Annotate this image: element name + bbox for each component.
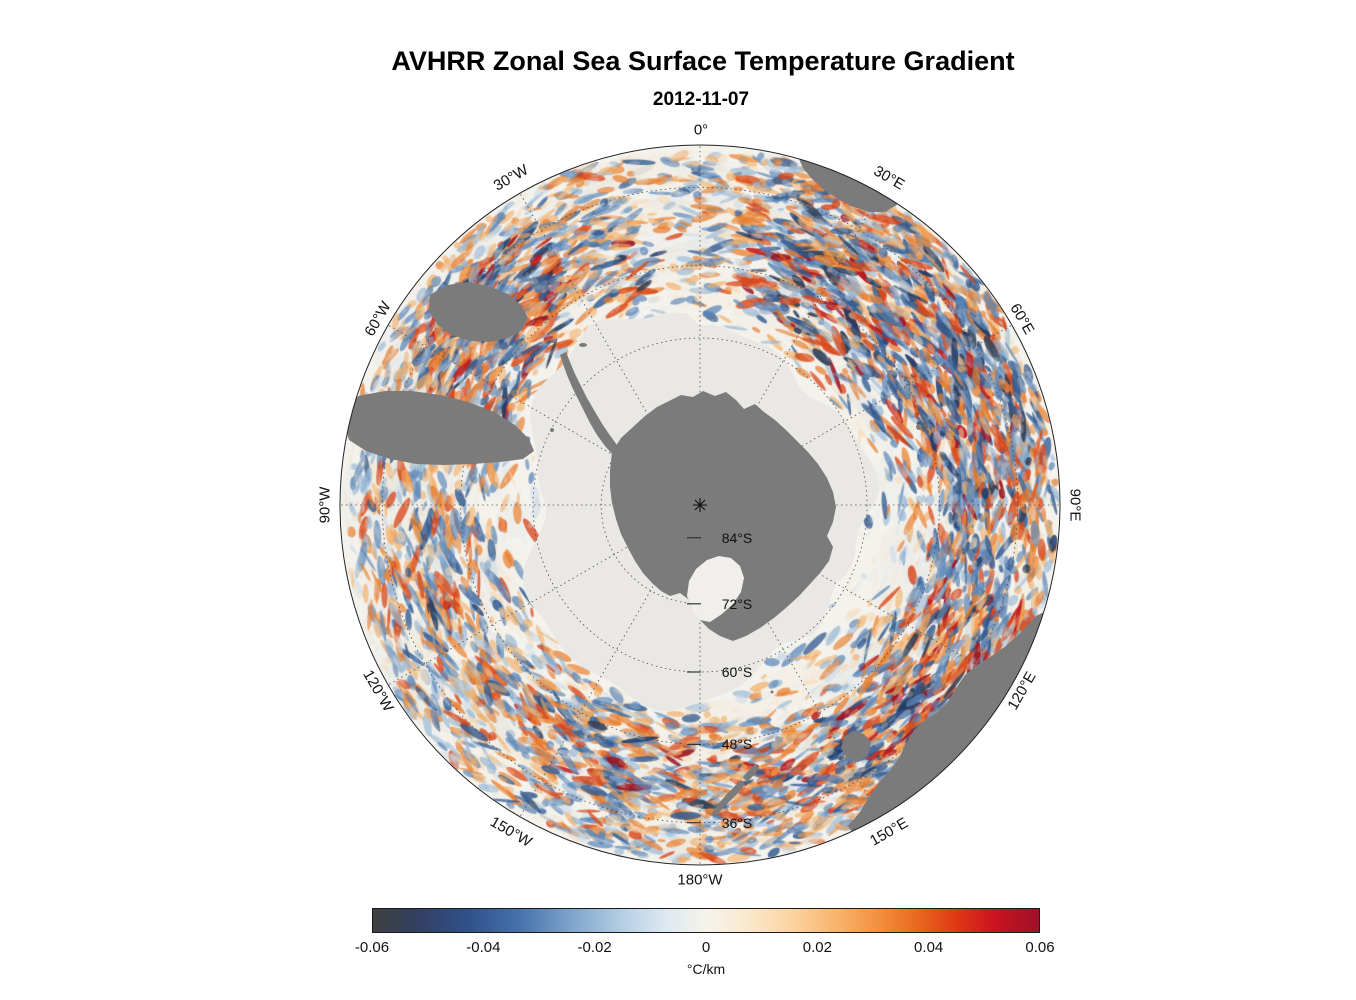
lat-label-36s: 36°S (721, 815, 753, 831)
lon-label-180w: 180°W (677, 871, 723, 889)
south-america-patagonia (429, 282, 528, 342)
australia (848, 610, 1048, 836)
lat-label-72s: 72°S (721, 596, 753, 612)
kerguelen-island (916, 424, 922, 430)
lon-label-90e: 90°E (1066, 488, 1084, 522)
colorbar-tick: -0.06 (354, 939, 390, 956)
colorbar-tick: -0.02 (577, 939, 612, 956)
lon-label-90w: 90°W (316, 486, 334, 524)
colorbar (372, 908, 1040, 933)
island-dot (550, 428, 554, 432)
colorbar-tick: 0 (701, 939, 711, 956)
antarctica (610, 391, 836, 641)
colorbar-tick: 0.06 (1025, 939, 1055, 956)
south-america-tierra-del-fuego (344, 391, 534, 465)
colorbar-tick: 0.04 (914, 939, 944, 956)
map-boundary-circle (339, 144, 1061, 866)
tasmania (841, 731, 871, 762)
ross-ice-shelf (687, 556, 744, 622)
new-zealand-south-island (712, 780, 745, 816)
lon-label-0: 0° (693, 121, 709, 139)
land-masses (344, 150, 1048, 836)
antarctic-peninsula (560, 352, 622, 456)
colorbar-tick-labels: -0.06 -0.04 -0.02 0 0.02 0.04 0.06 (355, 939, 1055, 957)
lat-label-60s: 60°S (721, 664, 753, 680)
south-shetland-islands (551, 339, 555, 343)
new-zealand-north-island (743, 764, 759, 782)
figure-date: 2012-11-07 (652, 89, 750, 110)
south-georgia-island (579, 343, 587, 347)
figure-title: AVHRR Zonal Sea Surface Temperature Grad… (391, 46, 1015, 76)
colorbar-tick: 0.02 (802, 939, 832, 956)
macquarie-island (770, 690, 774, 694)
lat-label-84s: 84°S (721, 530, 753, 546)
latitude-tick-marks (687, 537, 701, 824)
colorbar-unit-label: °C/km (686, 961, 726, 977)
lat-label-48s: 48°S (721, 736, 753, 752)
pole-marker (693, 498, 707, 512)
colorbar-tick: -0.04 (466, 939, 501, 956)
falkland-islands (511, 390, 517, 396)
